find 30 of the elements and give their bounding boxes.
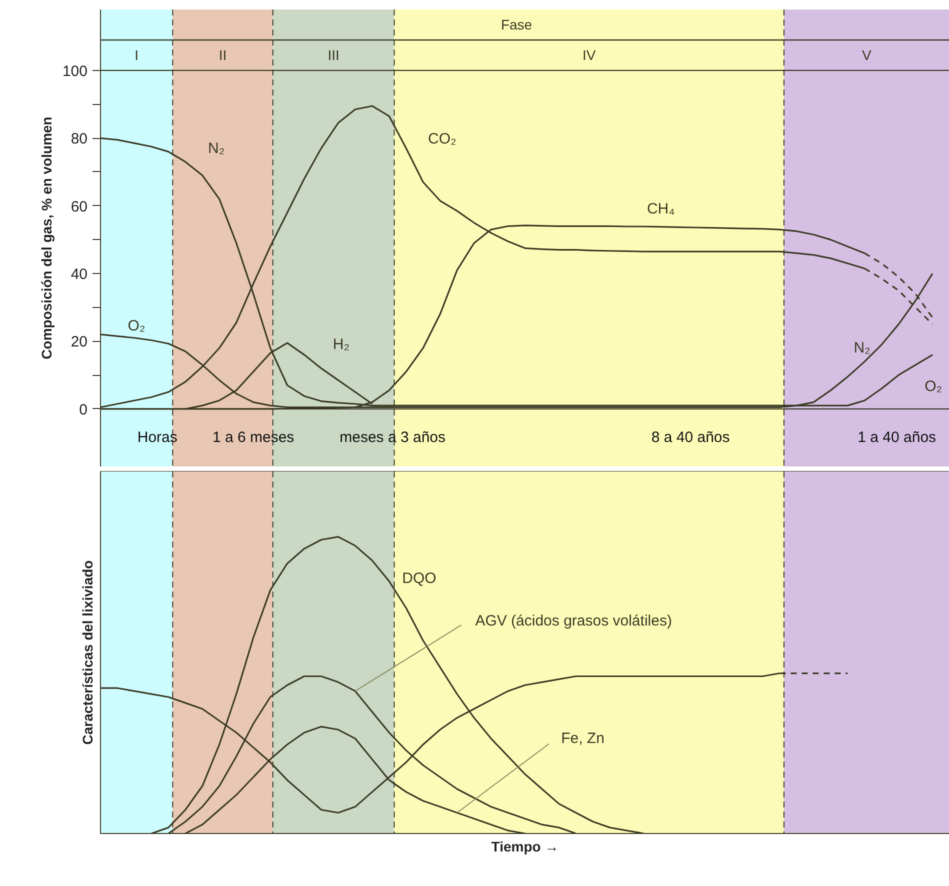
x-axis-title: Tiempo → (491, 838, 559, 854)
y-axis-title: Composición del gas, % en volumen (38, 116, 54, 360)
series-label: N₂ (208, 140, 225, 157)
annotation: meses a 3 años (340, 429, 446, 446)
annotation: III (328, 47, 340, 64)
annotation: V (862, 47, 872, 64)
series-label: CH₄ (646, 200, 675, 218)
series-label: O₂ (128, 317, 146, 334)
annotation: 1 a 40 años (858, 429, 936, 446)
annotation: II (218, 47, 227, 64)
annotation: 8 a 40 años (651, 429, 730, 446)
series-label: CO₂ (428, 130, 456, 148)
annotation: Horas (137, 429, 178, 446)
text: AGV (ácidos grasos volátiles) (475, 612, 672, 630)
y-axis-title: Características del lixiviado (80, 560, 96, 745)
y-tick-label: 80 (70, 130, 88, 148)
series-label: H₂ (332, 336, 350, 353)
y-tick-label: 60 (70, 198, 88, 216)
annotation: O₂ (924, 378, 942, 396)
y-tick-label: 40 (70, 266, 88, 284)
annotation: Fase (500, 16, 532, 33)
annotation: I (134, 47, 139, 64)
annotation: IV (582, 47, 596, 64)
series-label: DQO (402, 570, 436, 588)
y-tick-label: 0 (79, 401, 88, 418)
annotation: N₂ (854, 340, 871, 357)
annotation: 1 a 6 meses (212, 429, 294, 446)
y-tick-label: 100 (62, 62, 88, 80)
y-tick-label: 20 (70, 334, 88, 351)
text: Fe, Zn (561, 730, 604, 748)
